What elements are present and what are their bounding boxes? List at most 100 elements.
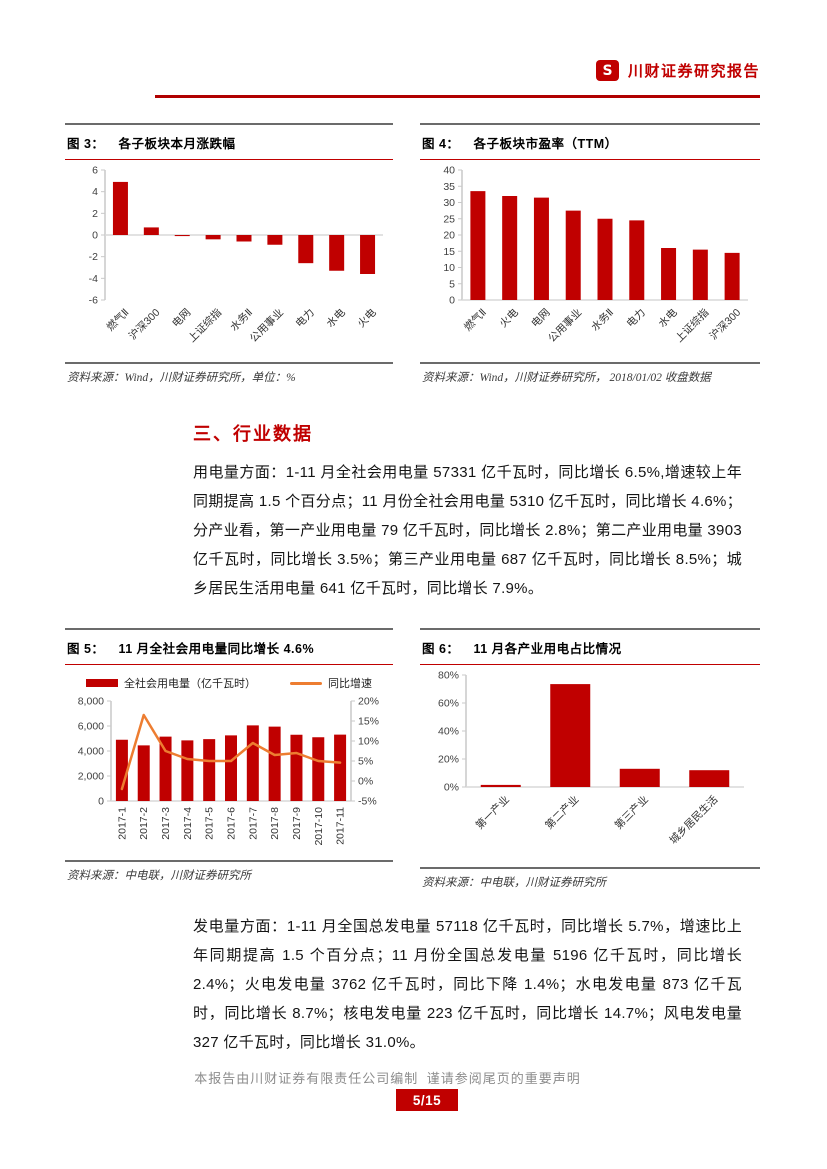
figure-3-header: 图 3： 各子板块本月涨跌幅 xyxy=(65,123,393,160)
svg-text:0%: 0% xyxy=(444,782,459,794)
bar-swatch-icon xyxy=(86,679,118,687)
svg-text:2017-6: 2017-6 xyxy=(226,807,238,840)
svg-text:2,000: 2,000 xyxy=(78,771,104,783)
line-swatch-icon xyxy=(290,681,322,685)
figure-5-source: 资料来源：中电联，川财证券研究所 xyxy=(65,860,393,883)
svg-text:2017-10: 2017-10 xyxy=(313,807,325,846)
svg-text:-5%: -5% xyxy=(358,796,377,808)
svg-text:0: 0 xyxy=(449,295,455,307)
figure-4-source: 资料来源：Wind，川财证券研究所， 2018/01/02 收盘数据 xyxy=(420,362,760,385)
figure-panel-3: 图 3： 各子板块本月涨跌幅 -6 -4 -2 0 2 4 6 燃气Ⅱ 沪深300 电网 上证综指水… xyxy=(65,123,393,385)
brand-title: 川财证券研究报告 xyxy=(627,63,760,80)
figure-6-header: 图 6： 11 月各产业用电占比情况 xyxy=(420,628,760,665)
svg-text:电力: 电力 xyxy=(624,306,648,330)
svg-text:燃气Ⅱ: 燃气Ⅱ xyxy=(461,306,489,334)
svg-text:2017-7: 2017-7 xyxy=(247,807,259,840)
svg-text:2017-1: 2017-1 xyxy=(116,807,128,840)
figure-4-header: 图 4： 各子板块市盈率（TTM） xyxy=(420,123,760,160)
svg-text:0%: 0% xyxy=(358,776,373,788)
svg-text:10: 10 xyxy=(443,262,455,274)
svg-text:15%: 15% xyxy=(358,716,379,728)
svg-text:2017-2: 2017-2 xyxy=(138,807,150,840)
svg-text:上证综指: 上证综指 xyxy=(185,306,224,345)
svg-text:5%: 5% xyxy=(358,756,373,768)
svg-text:25: 25 xyxy=(443,213,455,225)
power-generation-paragraph: 发电量方面：1-11 月全国总发电量 57118 亿千瓦时，同比增长 5.7%，… xyxy=(193,918,742,1051)
svg-text:电力: 电力 xyxy=(293,306,317,330)
figure-panel-5: 图 5： 11 月全社会用电量同比增长 4.6% 全社会用电量（亿千瓦时） 同比… xyxy=(65,628,393,883)
figure-3-source: 资料来源：Wind，川财证券研究所，单位：% xyxy=(65,362,393,385)
figure-5-legend: 全社会用电量（亿千瓦时） 同比增速 xyxy=(65,665,393,693)
svg-text:火电: 火电 xyxy=(497,306,521,330)
svg-text:公用事业: 公用事业 xyxy=(247,306,286,345)
figure-panel-6: 图 6： 11 月各产业用电占比情况 0% 20% 40% 60% 80% 第一产业 第二产… xyxy=(420,628,760,890)
svg-text:35: 35 xyxy=(443,181,455,193)
svg-text:6: 6 xyxy=(92,165,98,177)
svg-text:2017-8: 2017-8 xyxy=(269,807,281,840)
svg-text:水电: 水电 xyxy=(324,306,348,330)
svg-text:城乡居民生活: 城乡居民生活 xyxy=(667,793,721,847)
svg-text:电网: 电网 xyxy=(529,306,553,330)
svg-text:沪深300: 沪深300 xyxy=(126,306,163,343)
svg-text:-2: -2 xyxy=(89,251,98,263)
page-number-badge: 5/15 xyxy=(396,1089,458,1111)
svg-text:2017-3: 2017-3 xyxy=(160,807,172,840)
figure-4-title: 各子板块市盈率（TTM） xyxy=(473,137,618,151)
svg-text:水务Ⅱ: 水务Ⅱ xyxy=(227,306,255,334)
brand-logo-icon: S xyxy=(595,60,619,81)
figure-6-title: 11 月各产业用电占比情况 xyxy=(473,642,622,656)
svg-text:4,000: 4,000 xyxy=(78,746,104,758)
report-header: S 川财证券研究报告 xyxy=(155,60,760,81)
svg-text:水务Ⅱ: 水务Ⅱ xyxy=(588,306,616,334)
svg-text:8,000: 8,000 xyxy=(78,696,104,708)
svg-text:燃气Ⅱ: 燃气Ⅱ xyxy=(104,306,132,334)
svg-text:30: 30 xyxy=(443,197,455,209)
figure-6-source: 资料来源：中电联，川财证券研究所 xyxy=(420,867,760,890)
svg-text:2017-11: 2017-11 xyxy=(335,807,347,845)
svg-text:0: 0 xyxy=(98,796,104,808)
svg-text:20%: 20% xyxy=(438,754,459,766)
svg-text:-6: -6 xyxy=(89,295,98,307)
section-heading: 三、行业数据 xyxy=(193,424,313,444)
svg-text:2017-5: 2017-5 xyxy=(204,807,216,840)
svg-text:2017-9: 2017-9 xyxy=(291,807,303,840)
svg-text:公用事业: 公用事业 xyxy=(545,306,584,345)
svg-text:10%: 10% xyxy=(358,736,379,748)
figure-5-label: 图 5： xyxy=(67,642,105,656)
figure-5-header: 图 5： 11 月全社会用电量同比增长 4.6% xyxy=(65,628,393,665)
figure-3-title: 各子板块本月涨跌幅 xyxy=(118,137,236,151)
svg-text:第二产业: 第二产业 xyxy=(542,793,581,832)
svg-text:2: 2 xyxy=(92,208,98,220)
svg-text:沪深300: 沪深300 xyxy=(707,306,744,343)
svg-text:第三产业: 第三产业 xyxy=(612,793,651,832)
header-divider xyxy=(155,95,760,98)
svg-text:上证综指: 上证综指 xyxy=(673,306,712,345)
svg-text:40: 40 xyxy=(443,165,455,177)
svg-text:5: 5 xyxy=(449,278,455,290)
legend-growth: 同比增速 xyxy=(290,675,372,691)
industry-share-bar-chart: 0% 20% 40% 60% 80% 第一产业 第二产业 第三产业 城乡居民生活 xyxy=(438,670,744,847)
legend-consumption-label: 全社会用电量（亿千瓦时） xyxy=(124,678,256,690)
legend-growth-label: 同比增速 xyxy=(328,678,372,690)
svg-text:0: 0 xyxy=(92,230,98,242)
consumption-combo-chart: 0 2,000 4,000 6,000 8,000 2017-1 2017-2 2017-3 2… xyxy=(78,696,379,846)
svg-text:20: 20 xyxy=(443,230,455,242)
legend-consumption: 全社会用电量（亿千瓦时） xyxy=(86,675,256,691)
svg-text:80%: 80% xyxy=(438,670,459,682)
footer-disclaimer: 本报告由川财证券有限责任公司编制 谨请参阅尾页的重要声明 xyxy=(194,1071,581,1086)
figure-panel-4: 图 4： 各子板块市盈率（TTM） 0 5 10 15 20 25 30 35 40 燃气Ⅱ 火电电… xyxy=(420,123,760,385)
svg-text:60%: 60% xyxy=(438,698,459,710)
svg-text:2017-4: 2017-4 xyxy=(182,807,194,840)
svg-text:15: 15 xyxy=(443,246,455,258)
svg-text:-4: -4 xyxy=(89,273,98,285)
svg-text:20%: 20% xyxy=(358,696,379,708)
svg-text:水电: 水电 xyxy=(656,306,680,330)
electricity-usage-paragraph: 用电量方面：1-11 月全社会用电量 57331 亿千瓦时，同比增长 6.5%,… xyxy=(193,464,742,597)
figure-5-title: 11 月全社会用电量同比增长 4.6% xyxy=(118,642,315,656)
svg-text:4: 4 xyxy=(92,186,98,198)
figure-6-label: 图 6： xyxy=(422,642,460,656)
svg-text:40%: 40% xyxy=(438,726,459,738)
figure-3-label: 图 3： xyxy=(67,137,105,151)
